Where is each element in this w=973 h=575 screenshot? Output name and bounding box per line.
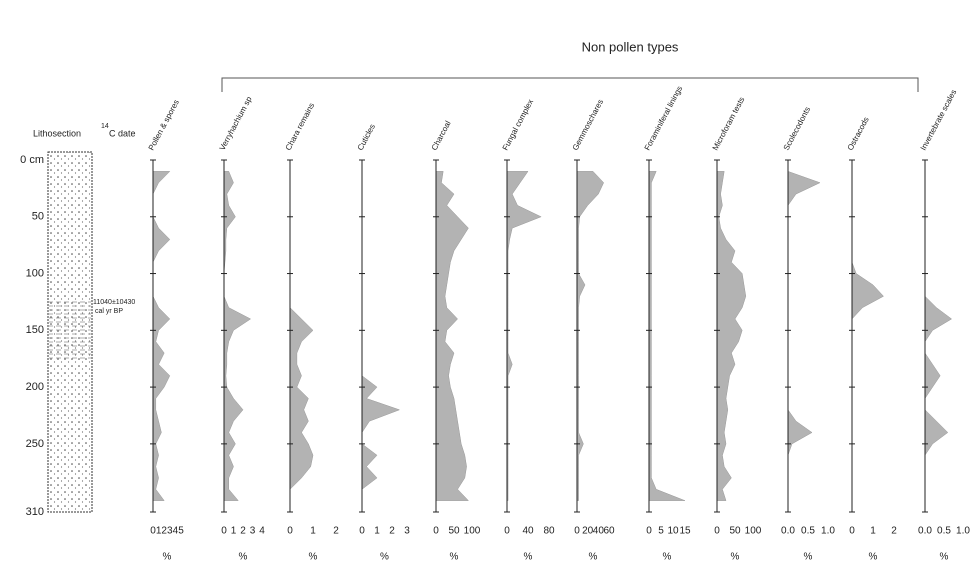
x-axis-label: %	[309, 552, 318, 563]
x-tick-label: 1	[156, 526, 162, 537]
x-axis-label: %	[731, 552, 740, 563]
x-tick-label: 100	[464, 526, 481, 537]
x-tick-label: 5	[658, 526, 664, 537]
x-tick-label: 3	[404, 526, 410, 537]
x-axis-label: %	[869, 552, 878, 563]
y-tick-label: 50	[32, 211, 44, 223]
legend-label: Fungal complex	[501, 98, 535, 152]
x-tick-label: 50	[448, 526, 460, 537]
x-tick-label: 15	[679, 526, 691, 537]
x-tick-label: 100	[745, 526, 762, 537]
bracket	[221, 77, 919, 92]
x-tick-label: 60	[603, 526, 615, 537]
y-tick-label: 100	[26, 267, 44, 279]
x-axis-label: %	[940, 552, 949, 563]
x-tick-label: 2	[240, 526, 246, 537]
area	[787, 171, 821, 501]
x-tick-label: 0	[359, 526, 365, 537]
x-tick-label: 3	[250, 526, 256, 537]
x-tick-label: 40	[522, 526, 534, 537]
x-tick-label: 1	[231, 526, 237, 537]
x-tick-label: 0.0	[781, 526, 795, 537]
x-tick-label: 4	[173, 526, 179, 537]
y-tick-label: 250	[26, 438, 44, 450]
y-tick-label: 310	[26, 506, 44, 518]
legend-label: Cuticles	[356, 123, 377, 152]
x-tick-label: 2	[333, 526, 339, 537]
lithology-header: Lithosection	[33, 128, 81, 138]
legend-label: Chara remains	[284, 101, 317, 152]
x-tick-label: 80	[543, 526, 555, 537]
legend-label: Invertebrate scales	[919, 88, 959, 152]
area	[506, 171, 542, 501]
legend-label: Foraminiferal linings	[643, 84, 685, 151]
date-annotation: 11040±10430	[93, 299, 135, 306]
x-tick-label: 0	[849, 526, 855, 537]
date-header: C date	[109, 128, 136, 138]
x-tick-label: 20	[582, 526, 594, 537]
area	[924, 171, 953, 501]
area	[435, 171, 469, 501]
legend-label: Microforam tests	[711, 95, 747, 151]
x-axis-label: %	[663, 552, 672, 563]
chart-title: Non pollen types	[582, 39, 679, 54]
area	[223, 171, 252, 501]
x-tick-label: 50	[729, 526, 741, 537]
legend-label: Verryhachium sp	[218, 95, 254, 152]
x-tick-label: 2	[891, 526, 897, 537]
legend-label: Pollen & spores	[147, 98, 181, 152]
x-axis-label: %	[450, 552, 459, 563]
x-tick-label: 0	[646, 526, 652, 537]
lithology-layer	[49, 300, 91, 360]
x-tick-label: 1.0	[821, 526, 835, 537]
legend-label: Charcoal	[430, 119, 453, 152]
x-tick-label: 5	[178, 526, 184, 537]
x-axis-label: %	[239, 552, 248, 563]
date-annotation: cal yr BP	[95, 308, 123, 315]
x-tick-label: 0	[221, 526, 227, 537]
x-tick-label: 1	[310, 526, 316, 537]
x-axis-label: %	[804, 552, 813, 563]
x-tick-label: 3	[167, 526, 173, 537]
date-superscript: 14	[101, 123, 109, 130]
x-tick-label: 2	[161, 526, 167, 537]
y-tick-label: 0 cm	[20, 154, 44, 166]
area	[576, 171, 604, 501]
x-tick-label: 0	[504, 526, 510, 537]
legend-label: Gemmoschares	[571, 98, 605, 152]
legend-label: Ostracods	[846, 116, 871, 152]
x-tick-label: 0	[287, 526, 293, 537]
area	[152, 171, 171, 501]
area	[289, 171, 314, 501]
x-tick-label: 0.0	[918, 526, 932, 537]
x-tick-label: 2	[389, 526, 395, 537]
x-tick-label: 1	[870, 526, 876, 537]
area	[648, 171, 686, 501]
x-tick-label: 0	[714, 526, 720, 537]
y-tick-label: 150	[26, 324, 44, 336]
legend-label: Scolecodonts	[782, 105, 812, 152]
x-tick-label: 0.5	[801, 526, 815, 537]
x-tick-label: 0.5	[937, 526, 951, 537]
x-axis-label: %	[163, 552, 172, 563]
x-axis-label: %	[380, 552, 389, 563]
x-tick-label: 1.0	[956, 526, 970, 537]
area	[851, 171, 884, 501]
x-axis-label: %	[524, 552, 533, 563]
area	[716, 171, 747, 501]
x-axis-label: %	[589, 552, 598, 563]
x-tick-label: 0	[150, 526, 156, 537]
y-tick-label: 200	[26, 381, 44, 393]
area	[361, 171, 401, 501]
x-tick-label: 10	[667, 526, 679, 537]
x-tick-label: 0	[574, 526, 580, 537]
x-tick-label: 4	[259, 526, 265, 537]
x-tick-label: 0	[433, 526, 439, 537]
x-tick-label: 40	[593, 526, 605, 537]
x-tick-label: 1	[374, 526, 380, 537]
